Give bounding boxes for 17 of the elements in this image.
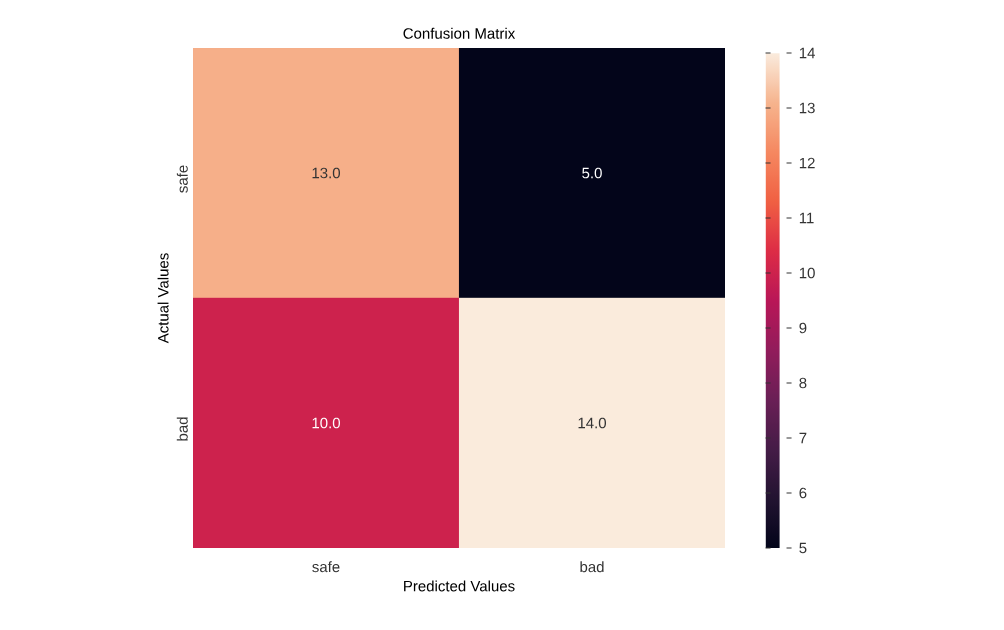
color-bar-label: 7 [799,432,807,444]
data-label: 10.0 [312,417,340,429]
data-label: 13.0 [312,167,340,179]
color-bar-label: 8 [799,377,807,389]
x-axis-title: Predicted Values [404,580,515,592]
data-label: 5.0 [582,167,602,179]
color-bar-label: 9 [799,322,807,334]
color-bar-label: 13 [799,102,815,114]
chart-title: Confusion Matrix [403,27,516,39]
color-bar-label: 6 [799,487,807,499]
y-axis-title: Actual Values [157,253,169,344]
data-label: 14.0 [578,417,606,429]
color-bar-label: 10 [799,267,815,279]
color-bar-label: 11 [799,212,814,224]
color-bar-label: 14 [799,47,815,59]
color-bar-label: 5 [799,542,807,554]
color-bar-label: 12 [799,157,815,169]
